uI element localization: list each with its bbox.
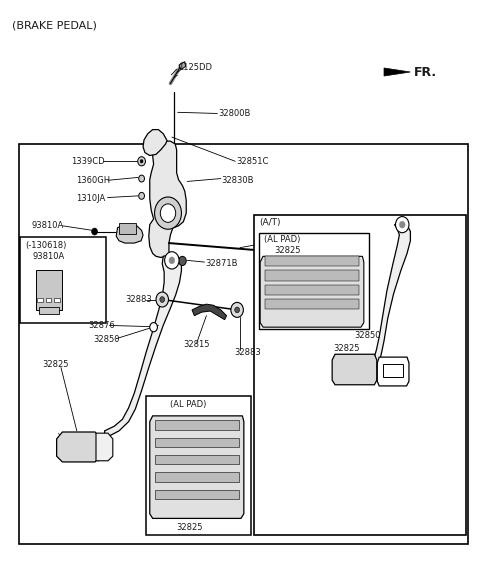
Text: (AL PAD): (AL PAD) bbox=[264, 234, 300, 244]
Text: 32850: 32850 bbox=[354, 331, 381, 340]
Bar bbox=[119, 223, 136, 234]
Circle shape bbox=[155, 197, 181, 229]
Circle shape bbox=[179, 256, 186, 266]
Polygon shape bbox=[192, 304, 227, 320]
Text: 93810A: 93810A bbox=[31, 221, 63, 230]
Circle shape bbox=[139, 192, 144, 199]
Bar bbox=[265, 256, 359, 266]
Text: 1310JA: 1310JA bbox=[76, 194, 105, 203]
Circle shape bbox=[165, 252, 179, 269]
Polygon shape bbox=[150, 416, 244, 518]
Bar bbox=[146, 396, 251, 535]
Circle shape bbox=[291, 248, 302, 261]
Text: 32851C: 32851C bbox=[236, 157, 268, 166]
Circle shape bbox=[399, 221, 405, 228]
Polygon shape bbox=[149, 141, 186, 257]
Bar bbox=[39, 307, 59, 314]
Circle shape bbox=[138, 157, 145, 166]
Text: 32830B: 32830B bbox=[222, 176, 254, 185]
Polygon shape bbox=[96, 433, 113, 461]
Bar bbox=[155, 438, 239, 447]
Text: 93810A: 93810A bbox=[33, 252, 65, 261]
Polygon shape bbox=[377, 357, 409, 386]
Polygon shape bbox=[57, 432, 101, 462]
Bar bbox=[155, 455, 239, 464]
Text: 32883: 32883 bbox=[125, 295, 152, 304]
Text: 32800B: 32800B bbox=[218, 109, 251, 118]
Text: 32876: 32876 bbox=[88, 321, 115, 330]
Text: 32825: 32825 bbox=[177, 522, 203, 532]
Text: 32825: 32825 bbox=[334, 344, 360, 353]
Text: (A/T): (A/T) bbox=[259, 218, 281, 227]
Bar bbox=[20, 237, 106, 323]
Bar bbox=[155, 472, 239, 482]
Text: FR.: FR. bbox=[414, 66, 437, 78]
Polygon shape bbox=[332, 354, 377, 385]
Text: 1339CD: 1339CD bbox=[71, 157, 105, 166]
Text: 32850: 32850 bbox=[94, 335, 120, 344]
Text: 32815: 32815 bbox=[183, 340, 210, 349]
Circle shape bbox=[139, 175, 144, 182]
Bar bbox=[265, 285, 359, 295]
Bar bbox=[259, 233, 369, 329]
Polygon shape bbox=[143, 130, 167, 156]
Text: 32871B: 32871B bbox=[205, 259, 238, 268]
Text: (BRAKE PEDAL): (BRAKE PEDAL) bbox=[12, 20, 97, 30]
Text: (AL PAD): (AL PAD) bbox=[170, 400, 207, 409]
Polygon shape bbox=[105, 255, 181, 437]
Circle shape bbox=[396, 217, 409, 233]
Text: 32825: 32825 bbox=[42, 359, 69, 369]
Bar bbox=[383, 364, 403, 377]
Bar bbox=[155, 420, 239, 430]
Bar bbox=[254, 215, 466, 535]
Bar bbox=[46, 298, 51, 302]
Bar bbox=[37, 298, 43, 302]
Text: 1360GH: 1360GH bbox=[76, 176, 110, 185]
Text: 32825: 32825 bbox=[275, 246, 301, 255]
Circle shape bbox=[150, 323, 157, 332]
Bar bbox=[54, 298, 60, 302]
Bar bbox=[265, 299, 359, 309]
Polygon shape bbox=[384, 68, 410, 76]
Bar bbox=[19, 144, 468, 544]
Polygon shape bbox=[369, 222, 410, 372]
Circle shape bbox=[160, 297, 165, 302]
Bar bbox=[265, 270, 359, 281]
Polygon shape bbox=[179, 62, 186, 70]
Text: (-130618): (-130618) bbox=[25, 241, 66, 250]
Circle shape bbox=[231, 302, 243, 317]
Text: 1125DD: 1125DD bbox=[178, 63, 212, 73]
Polygon shape bbox=[260, 256, 364, 327]
Bar bbox=[155, 490, 239, 499]
Circle shape bbox=[92, 228, 97, 235]
Circle shape bbox=[140, 160, 143, 163]
Circle shape bbox=[235, 307, 240, 313]
Text: 32883: 32883 bbox=[234, 348, 261, 357]
Circle shape bbox=[160, 204, 176, 222]
Circle shape bbox=[156, 292, 168, 307]
Text: 32881B: 32881B bbox=[263, 238, 296, 247]
Circle shape bbox=[169, 257, 175, 264]
Polygon shape bbox=[116, 225, 143, 243]
Bar bbox=[36, 270, 62, 310]
